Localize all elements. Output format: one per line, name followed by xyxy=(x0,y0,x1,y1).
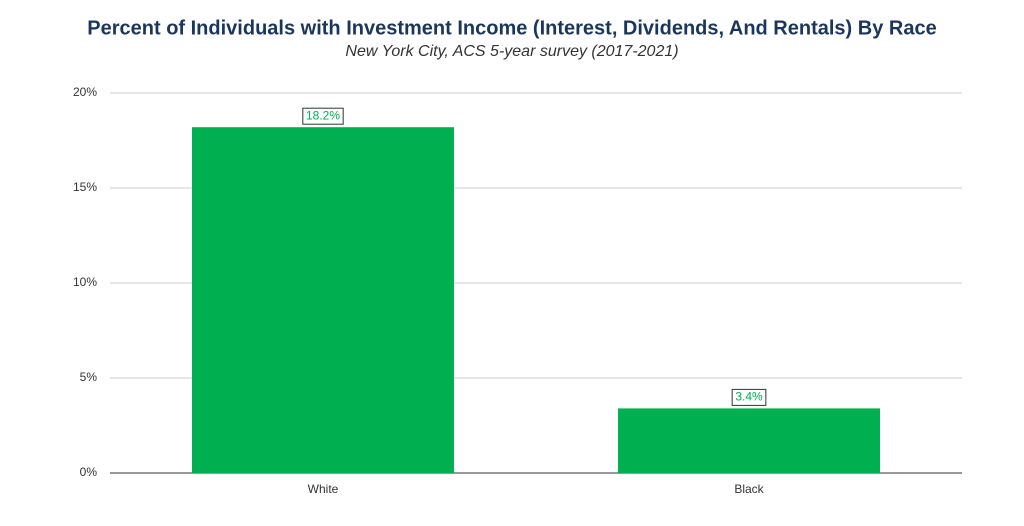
x-tick-label: Black xyxy=(734,482,764,496)
value-label: 3.4% xyxy=(735,390,763,404)
chart-title: Percent of Individuals with Investment I… xyxy=(87,17,936,39)
value-label: 18.2% xyxy=(306,108,340,122)
y-tick-label: 15% xyxy=(73,180,97,194)
chart-subtitle: New York City, ACS 5-year survey (2017-2… xyxy=(345,43,678,60)
y-tick-label: 20% xyxy=(73,85,97,99)
x-tick-label: White xyxy=(308,482,339,496)
y-tick-label: 0% xyxy=(80,465,98,479)
bar xyxy=(192,127,454,473)
y-tick-label: 10% xyxy=(73,275,97,289)
y-tick-label: 5% xyxy=(80,370,98,384)
value-label-box xyxy=(302,107,344,125)
bar xyxy=(618,408,880,473)
value-label-box xyxy=(731,388,767,406)
